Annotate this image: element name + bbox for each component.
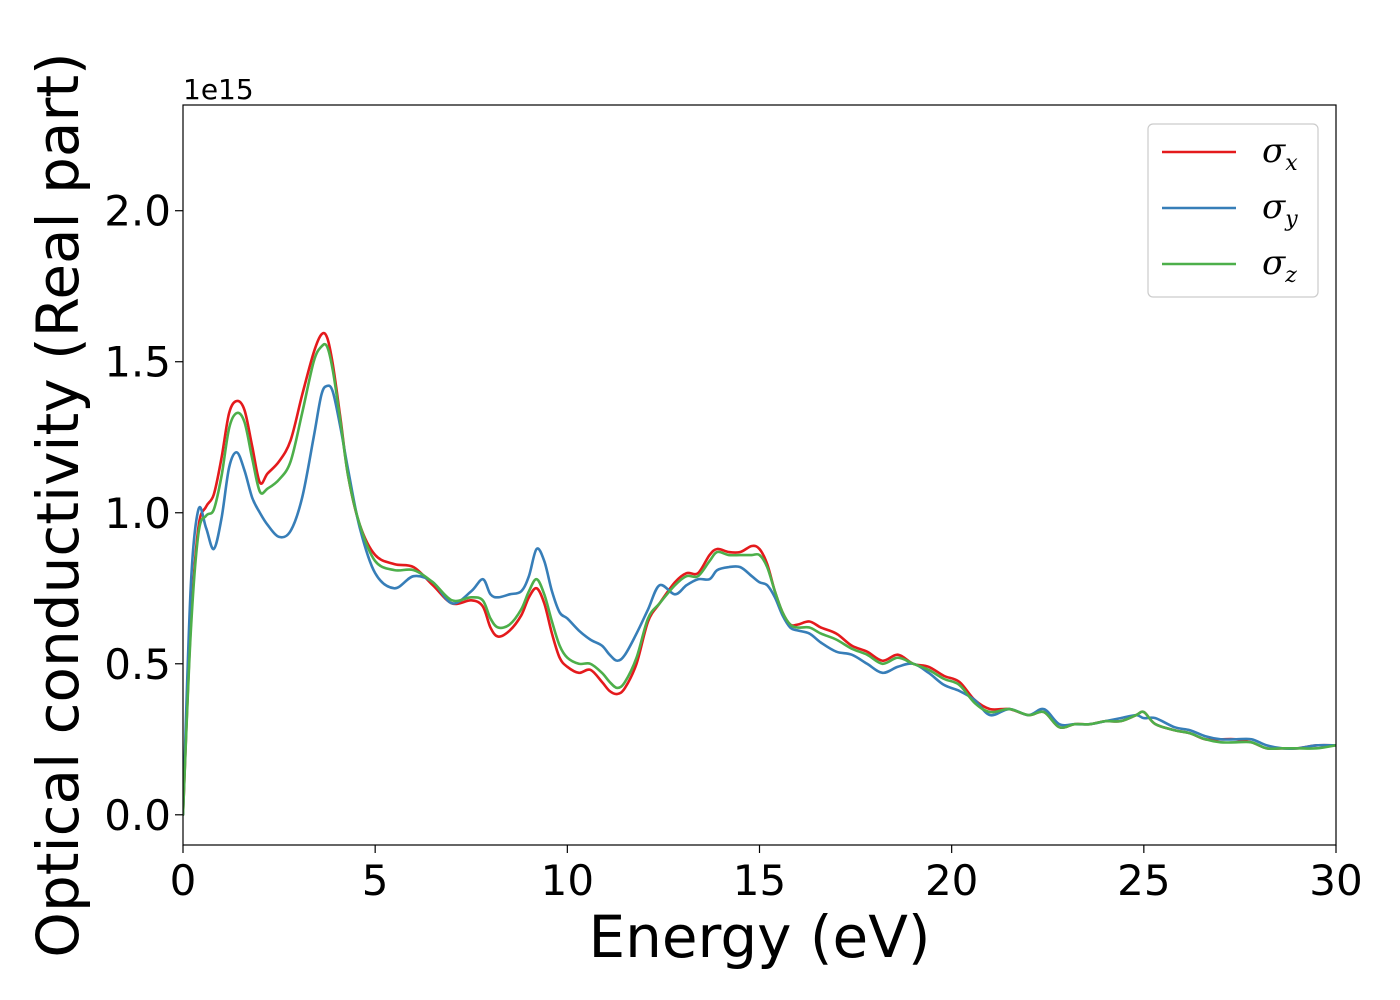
x-tick-label: 10 — [541, 856, 594, 905]
series-line-sigma-x — [183, 331, 1336, 817]
x-tick-label: 25 — [1117, 856, 1170, 905]
series-line-sigma-z — [183, 342, 1336, 817]
y-axis-title: Optical conductivity (Real part) — [24, 52, 92, 957]
x-tick-label: 20 — [925, 856, 978, 905]
y-axis-ticks: 0.0 0.5 1.0 1.5 2.0 — [104, 187, 183, 840]
x-axis-title: Energy (eV) — [588, 903, 930, 971]
x-tick-label: 5 — [362, 856, 389, 905]
x-tick-label: 15 — [733, 856, 786, 905]
y-tick-label: 0.0 — [104, 791, 171, 840]
series-line-sigma-y — [183, 384, 1336, 817]
y-tick-label: 1.5 — [104, 338, 171, 387]
x-tick-label: 0 — [170, 856, 197, 905]
y-tick-label: 2.0 — [104, 187, 171, 236]
x-tick-label: 30 — [1309, 856, 1362, 905]
x-axis-ticks: 0 5 10 15 20 25 30 — [170, 845, 1363, 905]
y-axis-offset-text: 1e15 — [183, 73, 254, 106]
y-tick-label: 1.0 — [104, 489, 171, 538]
y-tick-label: 0.5 — [104, 640, 171, 689]
legend-box — [1147, 123, 1319, 298]
plot-lines — [183, 331, 1336, 817]
